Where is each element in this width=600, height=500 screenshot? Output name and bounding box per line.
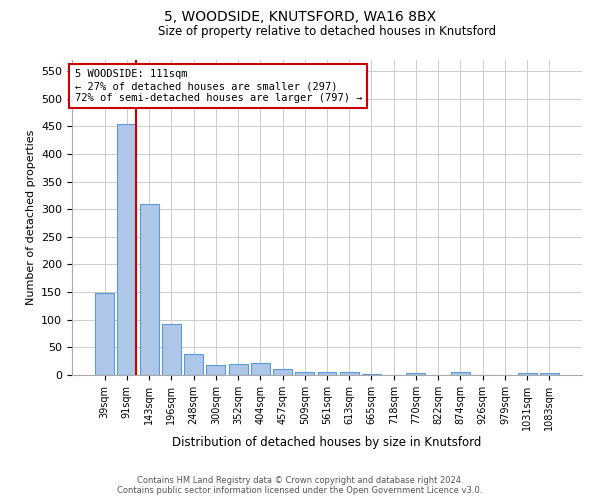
Bar [229, 364, 248, 375]
X-axis label: Distribution of detached houses by size in Knutsford: Distribution of detached houses by size … [172, 436, 482, 448]
Text: 5 WOODSIDE: 111sqm
← 27% of detached houses are smaller (297)
72% of semi-detach: 5 WOODSIDE: 111sqm ← 27% of detached hou… [74, 70, 362, 102]
Text: Contains HM Land Registry data © Crown copyright and database right 2024.
Contai: Contains HM Land Registry data © Crown c… [118, 476, 482, 495]
Bar [140, 204, 158, 375]
Bar [540, 374, 559, 375]
Bar [518, 373, 536, 375]
Bar [162, 324, 181, 375]
Bar [184, 354, 203, 375]
Bar [206, 364, 225, 375]
Bar [295, 372, 314, 375]
Bar [317, 372, 337, 375]
Bar [95, 293, 114, 375]
Bar [406, 373, 425, 375]
Bar [118, 124, 136, 375]
Y-axis label: Number of detached properties: Number of detached properties [26, 130, 35, 305]
Bar [362, 374, 381, 375]
Bar [251, 364, 270, 375]
Text: 5, WOODSIDE, KNUTSFORD, WA16 8BX: 5, WOODSIDE, KNUTSFORD, WA16 8BX [164, 10, 436, 24]
Title: Size of property relative to detached houses in Knutsford: Size of property relative to detached ho… [158, 25, 496, 38]
Bar [340, 372, 359, 375]
Bar [451, 372, 470, 375]
Bar [273, 370, 292, 375]
